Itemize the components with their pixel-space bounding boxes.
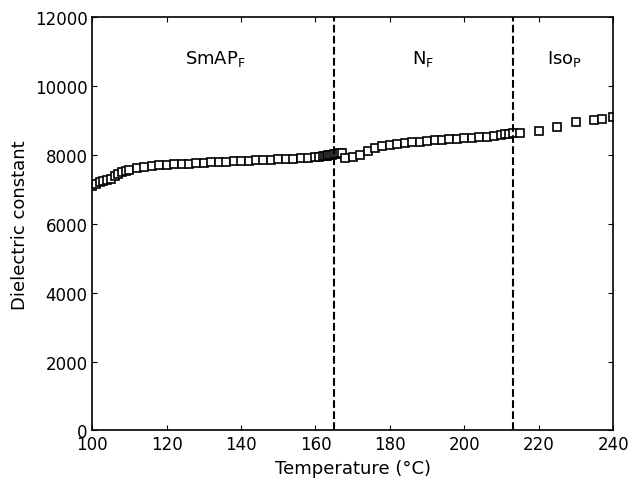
Text: N$_\mathregular{F}$: N$_\mathregular{F}$ [412, 49, 435, 69]
Text: Iso$_\mathregular{P}$: Iso$_\mathregular{P}$ [547, 49, 582, 69]
Y-axis label: Dielectric constant: Dielectric constant [11, 140, 29, 309]
X-axis label: Temperature (°C): Temperature (°C) [275, 459, 431, 477]
Text: SmAP$_\mathregular{F}$: SmAP$_\mathregular{F}$ [185, 49, 245, 69]
